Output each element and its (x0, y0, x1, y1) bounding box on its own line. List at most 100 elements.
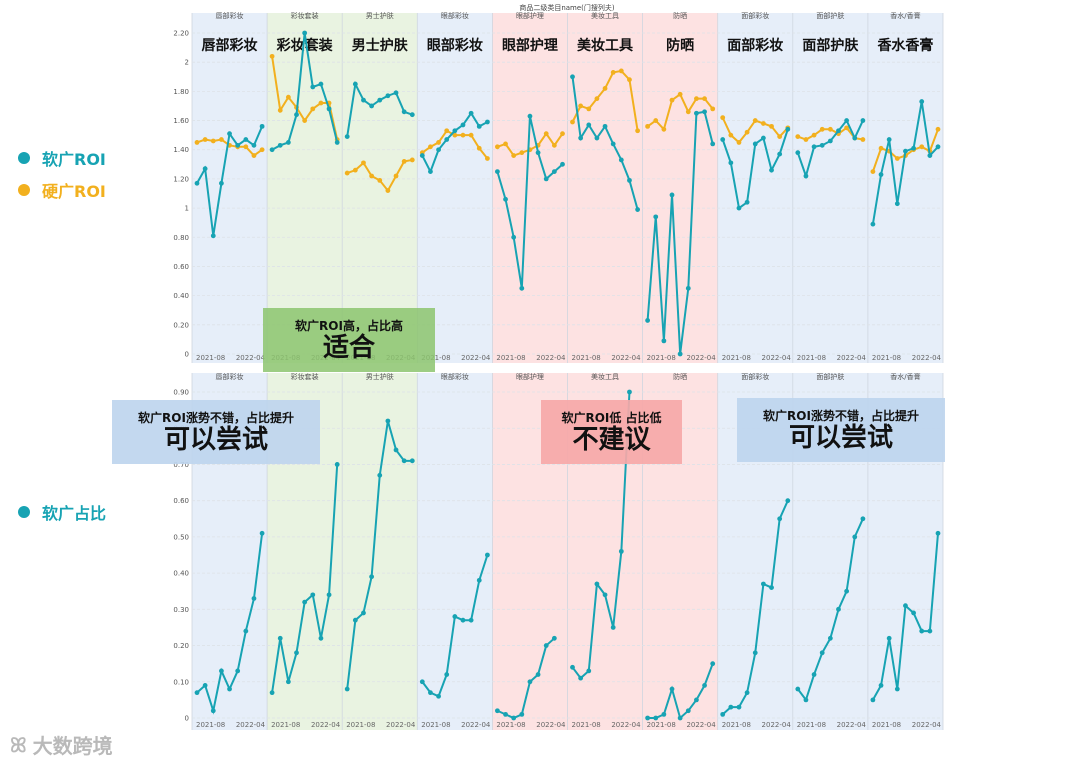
hard-roi-point (310, 106, 316, 112)
y-tick-label: 0.30 (173, 606, 189, 614)
x-tick-label: 2022-04 (536, 721, 566, 729)
hard-roi-point (578, 103, 584, 109)
logo-icon: ꕤ (10, 732, 27, 757)
soft-roi-point (827, 138, 833, 144)
hard-roi-point (202, 137, 208, 142)
soft-share-point (194, 690, 200, 696)
soft-roi-point (243, 137, 249, 142)
hard-roi-point (344, 170, 350, 176)
x-tick-label: 2022-04 (686, 721, 716, 729)
hard-roi-point (677, 91, 683, 97)
hard-roi-point (627, 77, 632, 83)
soft-share-point (334, 462, 340, 467)
y-tick-label: 2 (185, 59, 189, 67)
soft-roi-point (318, 81, 324, 87)
soft-roi-point (635, 207, 640, 212)
soft-roi-point (419, 153, 425, 158)
soft-roi-point (452, 128, 458, 134)
soft-share-point (803, 697, 809, 703)
x-tick-label: 2022-04 (912, 721, 942, 729)
hard-roi-point (460, 132, 466, 138)
soft-roi-point (401, 109, 407, 115)
x-tick-label: 2021-08 (271, 721, 300, 729)
panel-background (417, 373, 493, 730)
soft-share-point (294, 650, 299, 656)
soft-roi-point (527, 113, 533, 119)
soft-share-point (251, 596, 257, 601)
soft-share-point (219, 668, 224, 674)
logo-text: 大数跨境 (32, 734, 113, 758)
annotation-fit: 软广ROI高，占比高 适合 (263, 308, 435, 372)
soft-share-point (535, 672, 541, 677)
y-tick-label: 1.20 (173, 175, 189, 183)
soft-share-point (476, 577, 482, 583)
soft-share-point (710, 661, 716, 667)
soft-roi-point (669, 192, 675, 198)
hard-roi-point (409, 157, 415, 163)
soft-roi-point (710, 141, 716, 147)
soft-roi-point (602, 123, 608, 129)
soft-share-point (911, 610, 916, 616)
soft-share-point (819, 650, 825, 656)
x-tick-label: 2022-04 (912, 354, 942, 362)
soft-roi-dot-icon (18, 152, 30, 164)
soft-share-point (685, 708, 691, 714)
hard-roi-point (720, 115, 726, 121)
soft-share-point (785, 498, 791, 504)
soft-share-point (836, 606, 841, 612)
soft-share-point (677, 715, 683, 721)
hard-roi-point (503, 141, 508, 147)
panel-background (417, 13, 493, 363)
x-tick-label: 2021-08 (872, 354, 901, 362)
hard-roi-point (777, 134, 783, 139)
soft-share-point (760, 581, 766, 587)
hard-roi-point (844, 125, 850, 131)
soft-share-point (277, 635, 283, 641)
legend-hard-roi-label: 硬广ROI (42, 182, 106, 201)
x-tick-label: 2022-04 (536, 354, 566, 362)
soft-share-point (919, 628, 925, 634)
soft-share-point (594, 581, 600, 587)
hard-roi-point (251, 153, 257, 158)
soft-share-point (318, 635, 324, 641)
soft-share-dot-icon (18, 506, 30, 518)
panel-big-label: 面部彩妆 (727, 37, 783, 54)
soft-share-point (795, 686, 801, 692)
soft-share-point (310, 592, 316, 598)
soft-share-point (827, 635, 833, 641)
panel-header: 面部彩妆 (741, 372, 769, 381)
soft-roi-point (551, 169, 557, 175)
hard-roi-point (594, 96, 600, 102)
hard-roi-point (919, 144, 925, 150)
soft-share-point (610, 625, 616, 630)
hard-roi-point (519, 150, 525, 156)
soft-share-point (886, 635, 892, 641)
soft-share-point (927, 628, 933, 634)
soft-roi-point (685, 285, 691, 291)
hard-roi-point (476, 145, 482, 151)
x-tick-label: 2022-04 (386, 721, 416, 729)
soft-share-point (669, 686, 675, 692)
hard-roi-point (602, 86, 608, 91)
x-tick-label: 2022-04 (762, 721, 792, 729)
x-tick-label: 2021-08 (572, 354, 601, 362)
soft-share-point (586, 668, 592, 674)
soft-share-point (503, 711, 508, 717)
soft-roi-point (269, 147, 275, 153)
soft-roi-point (444, 137, 450, 142)
annotation-fit-small: 软广ROI高，占比高 (295, 319, 403, 334)
soft-roi-point (385, 93, 391, 99)
hard-roi-point (551, 142, 557, 148)
panel-header: 男士护肤 (366, 372, 394, 381)
soft-share-point (769, 585, 774, 590)
soft-share-point (870, 697, 876, 703)
soft-share-point (235, 668, 241, 674)
hard-roi-point (444, 128, 450, 134)
y-tick-label: 2.20 (173, 30, 189, 38)
soft-share-point (578, 675, 584, 681)
soft-share-point (227, 686, 232, 692)
hard-roi-point (511, 153, 517, 158)
soft-share-point (661, 711, 667, 717)
annotation-not-recommended-big: 不建议 (572, 425, 651, 456)
soft-share-point (243, 628, 249, 634)
